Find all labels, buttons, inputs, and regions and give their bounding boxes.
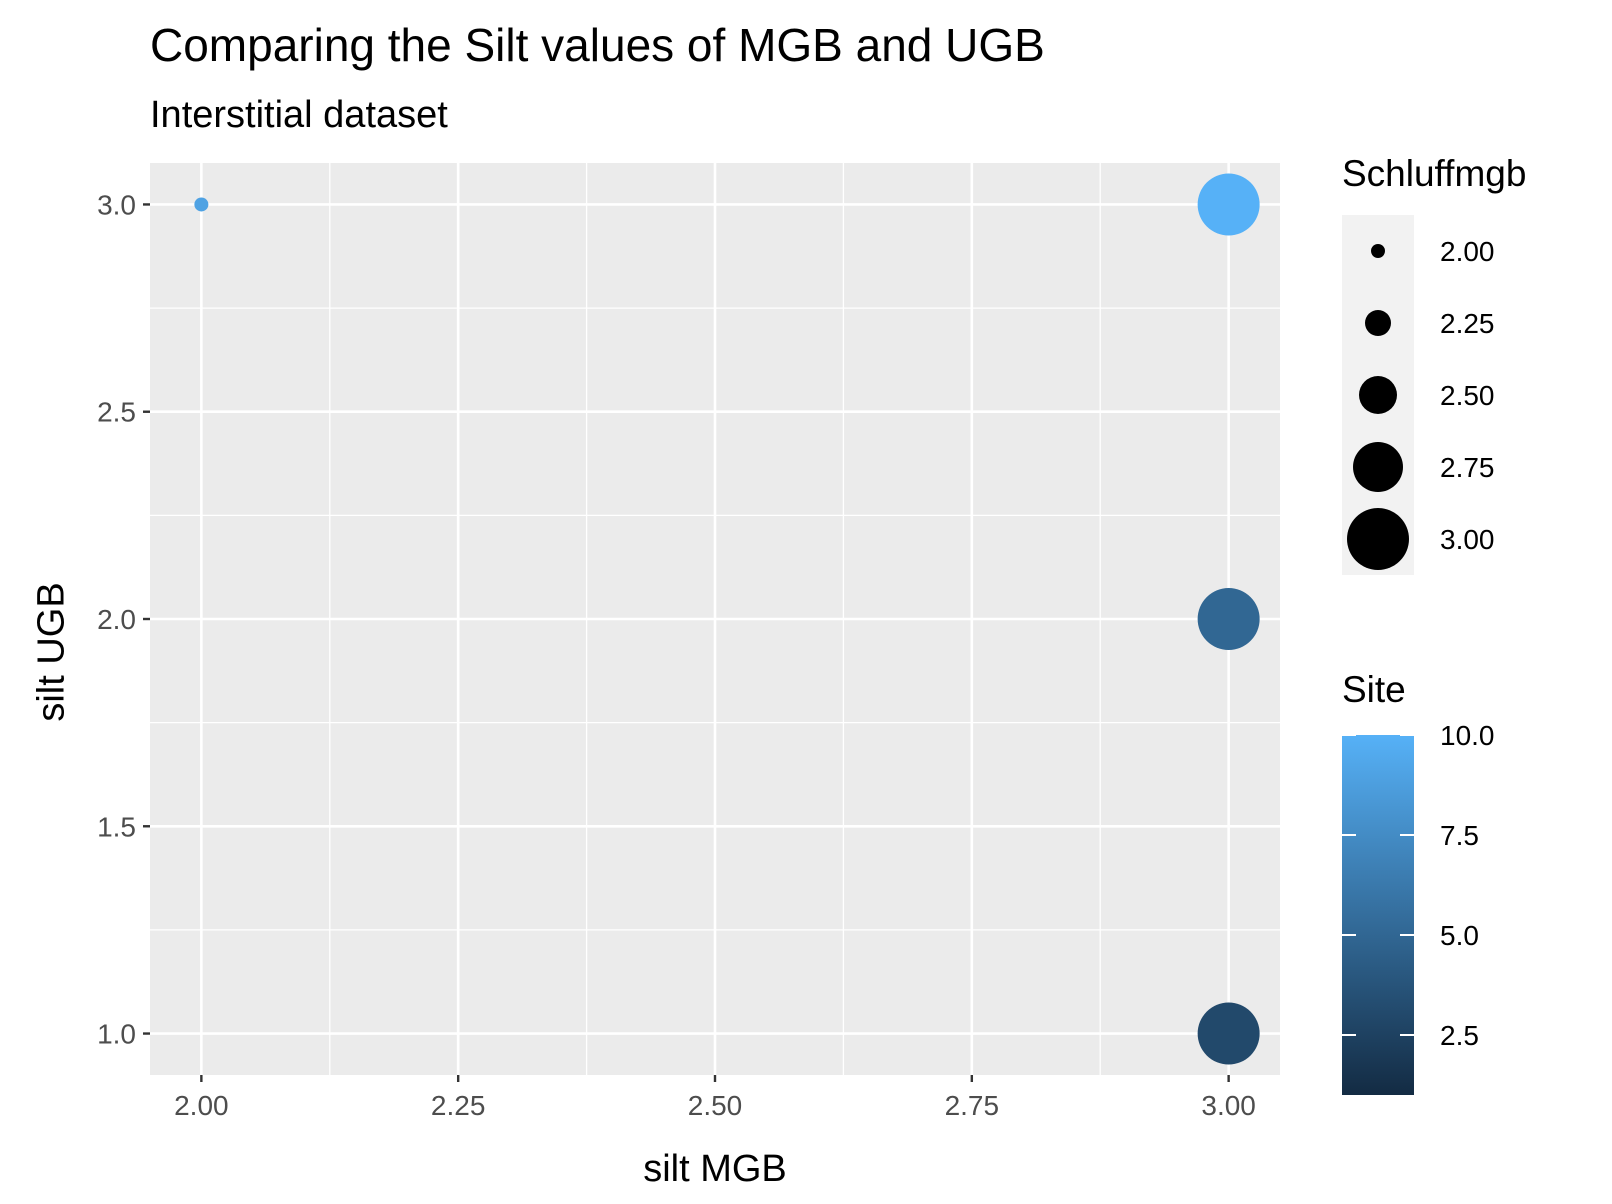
size-legend-key: [1347, 508, 1409, 570]
size-legend-label: 2.75: [1440, 452, 1495, 483]
x-tick-label: 2.50: [688, 1090, 743, 1121]
size-legend-label: 2.50: [1440, 380, 1495, 411]
x-tick-label: 2.25: [431, 1090, 486, 1121]
size-legend-label: 2.00: [1440, 236, 1495, 267]
color-legend-title: Site: [1342, 669, 1406, 710]
data-point: [1197, 588, 1260, 650]
color-legend: Site 2.5 5.0 7.5 10.0: [1342, 669, 1495, 1095]
colorbar: [1342, 735, 1414, 1095]
colorbar-label: 10.0: [1440, 720, 1495, 751]
plot-panel: [150, 163, 1280, 1075]
y-tick-label: 2.5: [97, 397, 136, 428]
data-point: [1197, 173, 1260, 236]
size-legend-key: [1371, 244, 1385, 258]
size-legend-label: 3.00: [1440, 524, 1495, 555]
axes: 2.00 2.25 2.50 2.75 3.00 1.0 1.5 2.0 2.5 3.0: [97, 189, 1256, 1121]
size-legend-label: 2.25: [1440, 308, 1495, 339]
x-tick-label: 3.00: [1201, 1090, 1256, 1121]
y-tick-label: 1.5: [97, 811, 136, 842]
size-legend-key: [1353, 442, 1403, 492]
data-point: [194, 197, 209, 212]
size-legend-key: [1365, 310, 1391, 336]
data-point: [1197, 1002, 1260, 1065]
x-tick-label: 2.75: [945, 1090, 1000, 1121]
y-tick-label: 1.0: [97, 1019, 136, 1050]
chart-title: Comparing the Silt values of MGB and UGB: [150, 19, 1045, 71]
y-tick-label: 2.0: [97, 604, 136, 635]
size-legend: Schluffmgb 2.00 2.25 2.50 2.75 3.00: [1342, 153, 1526, 575]
size-legend-key: [1359, 376, 1397, 414]
x-axis-label: silt MGB: [643, 1148, 787, 1190]
y-tick-label: 3.0: [97, 189, 136, 220]
colorbar-label: 7.5: [1440, 820, 1479, 851]
data-points: [194, 173, 1260, 1065]
colorbar-label: 5.0: [1440, 920, 1479, 951]
colorbar-label: 2.5: [1440, 1020, 1479, 1051]
x-tick-label: 2.00: [174, 1090, 229, 1121]
chart-subtitle: Interstitial dataset: [150, 94, 448, 136]
size-legend-title: Schluffmgb: [1342, 153, 1526, 194]
